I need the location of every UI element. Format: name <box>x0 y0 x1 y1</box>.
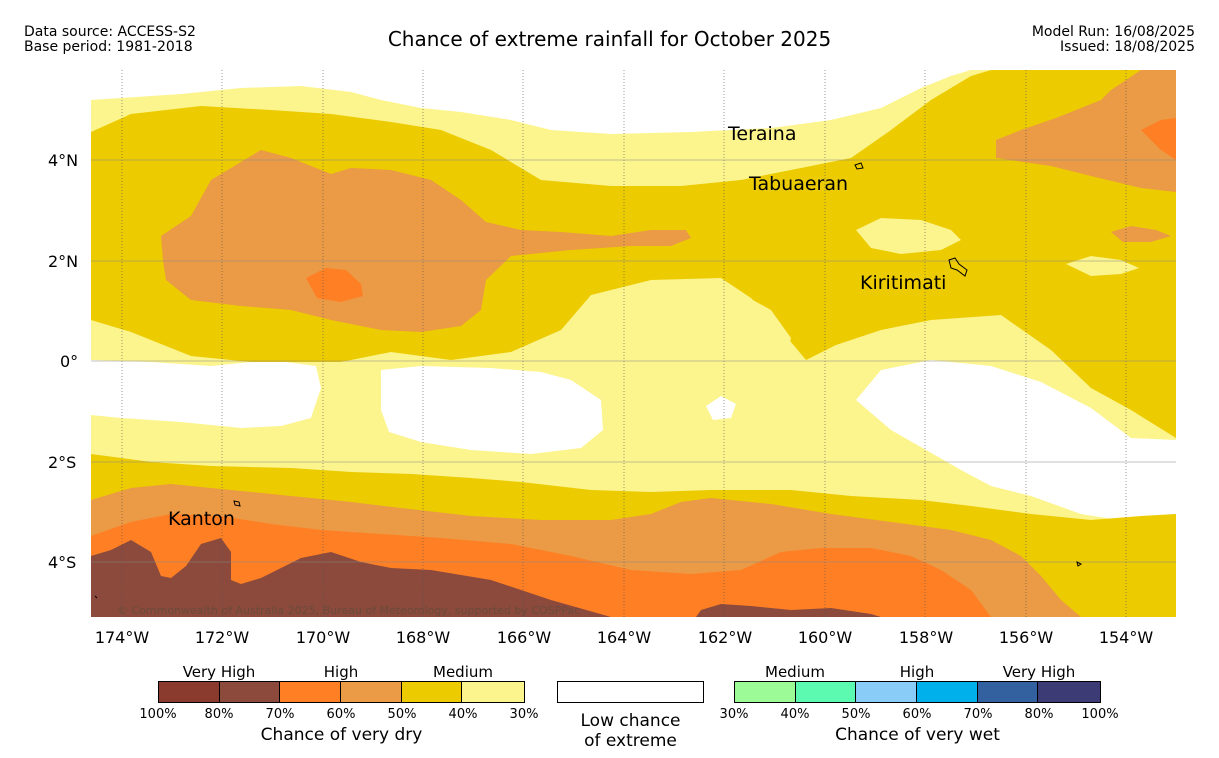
region-dry-50-60-west <box>161 150 691 332</box>
region-dry-60-70-northeast <box>1141 118 1176 160</box>
legend-wet-caption: Chance of very wet <box>835 725 1000 745</box>
legend-dry-swatch-40-30 <box>462 682 525 702</box>
issued-text: Issued: 18/08/2025 <box>1060 39 1195 55</box>
region-dry-30-40-kiritimati <box>856 218 961 254</box>
legend-wet-group-medium: Medium <box>765 663 825 681</box>
region-dry-70-80-southeast <box>696 604 881 617</box>
islet-2 <box>94 595 98 599</box>
legend-wet-swatch-70-80 <box>977 682 1039 702</box>
legend-dry-swatch-60-50 <box>341 682 402 702</box>
legend-dry-pct-60: 60% <box>326 707 356 722</box>
legend-wet-swatch-30-40 <box>735 682 796 702</box>
legend-low-caption-line2: of extreme <box>584 731 677 751</box>
map-grid-lat <box>91 159 1176 563</box>
legend-low-swatch <box>557 681 704 703</box>
region-low-central <box>381 366 603 454</box>
legend-dry-swatch-100-80 <box>159 682 220 702</box>
legend-dry-pct-100: 100% <box>139 707 177 722</box>
legend-wet-swatch-80-100 <box>1038 682 1101 702</box>
legend-dry-group-medium: Medium <box>433 663 493 681</box>
legend-wet-colorbar <box>734 681 1101 703</box>
model-run-text: Model Run: 16/08/2025 <box>1031 24 1195 40</box>
region-low-small <box>706 396 736 420</box>
legend-wet-pct-80: 80% <box>1024 707 1054 722</box>
legend-low-caption: Low chance of extreme <box>557 711 704 751</box>
lon-label-170w: 170°W <box>295 628 351 647</box>
legend-wet-pct-70: 70% <box>963 707 993 722</box>
lat-label-2n: 2°N <box>48 252 79 271</box>
legend-dry-pct-30: 30% <box>509 707 539 722</box>
lat-label-4s: 4°S <box>48 553 77 572</box>
base-period-text: Base period: 1981-2018 <box>24 39 193 55</box>
place-labels: Teraina Tabuaeran Kiritimati Kanton <box>168 123 946 530</box>
place-label-kiritimati: Kiritimati <box>860 272 946 294</box>
lon-label-164w: 164°W <box>596 628 652 647</box>
rainfall-map: Teraina Tabuaeran Kiritimati Kanton © Co… <box>91 70 1176 617</box>
copyright-notice: © Commonwealth of Australia 2025, Bureau… <box>117 604 580 617</box>
lon-label-154w: 154°W <box>1098 628 1154 647</box>
legend-dry-pct-80: 80% <box>204 707 234 722</box>
place-label-teraina: Teraina <box>727 123 797 145</box>
region-dry-30-40-equator <box>626 282 791 366</box>
legend-dry-group-high: High <box>323 663 359 681</box>
lon-label-158w: 158°W <box>898 628 954 647</box>
tabuaeran-island-outline <box>854 162 864 170</box>
legend-dry-caption: Chance of very dry <box>260 725 423 745</box>
legend-wet-swatch-50-60 <box>856 682 918 702</box>
legend-wet-pct-30: 30% <box>719 707 749 722</box>
legend-dry-colorbar <box>158 681 525 703</box>
legend-wet-swatch-60-70 <box>917 682 978 702</box>
region-low-west <box>91 360 321 428</box>
place-label-kanton: Kanton <box>168 508 235 530</box>
region-dry-60-70-west <box>306 268 363 302</box>
kiritimati-island-outline <box>948 257 968 277</box>
lon-label-160w: 160°W <box>797 628 853 647</box>
legend-low-caption-line1: Low chance <box>580 711 681 731</box>
legend-wet-pct-100: 100% <box>1081 707 1119 722</box>
lon-label-166w: 166°W <box>496 628 552 647</box>
islet-1 <box>1076 561 1082 567</box>
lon-label-156w: 156°W <box>998 628 1054 647</box>
legend-dry-pct-70: 70% <box>265 707 295 722</box>
region-dry-70-80-south <box>91 538 611 617</box>
legend-dry-swatch-70-60 <box>280 682 342 702</box>
lon-label-162w: 162°W <box>697 628 753 647</box>
header-left: Data source: ACCESS-S2 Base period: 1981… <box>24 25 196 55</box>
legend-dry-group-very-high: Very High <box>182 663 256 681</box>
lon-label-174w: 174°W <box>94 628 150 647</box>
chart-title: Chance of extreme rainfall for October 2… <box>387 27 832 51</box>
lon-label-172w: 172°W <box>194 628 250 647</box>
region-dry-50-60-northeast <box>996 70 1176 192</box>
legend-wet-pct-50: 50% <box>841 707 871 722</box>
legend-wet-pct-60: 60% <box>902 707 932 722</box>
lat-label-0: 0° <box>60 352 79 371</box>
lat-label-4n: 4°N <box>48 151 79 170</box>
place-label-tabuaeran: Tabuaeran <box>748 173 848 195</box>
region-low-east <box>856 360 1176 522</box>
islands <box>94 162 1082 599</box>
legend-wet-pct-40: 40% <box>780 707 810 722</box>
legend-dry-swatch-80-70 <box>219 682 281 702</box>
data-source-text: Data source: ACCESS-S2 <box>24 24 196 40</box>
legend-wet-group-very-high: Very High <box>1002 663 1076 681</box>
kanton-island-outline <box>233 500 241 507</box>
legend-wet-group-high: High <box>899 663 935 681</box>
map-grid <box>121 70 1127 617</box>
lon-label-168w: 168°W <box>395 628 451 647</box>
legend-dry-pct-40: 40% <box>448 707 478 722</box>
legend-dry-swatch-50-40 <box>401 682 463 702</box>
lat-label-2s: 2°S <box>48 453 77 472</box>
legend-wet-swatch-40-50 <box>795 682 857 702</box>
legend-dry-pct-50: 50% <box>387 707 417 722</box>
header-right: Model Run: 16/08/2025 Issued: 18/08/2025 <box>1032 25 1195 55</box>
